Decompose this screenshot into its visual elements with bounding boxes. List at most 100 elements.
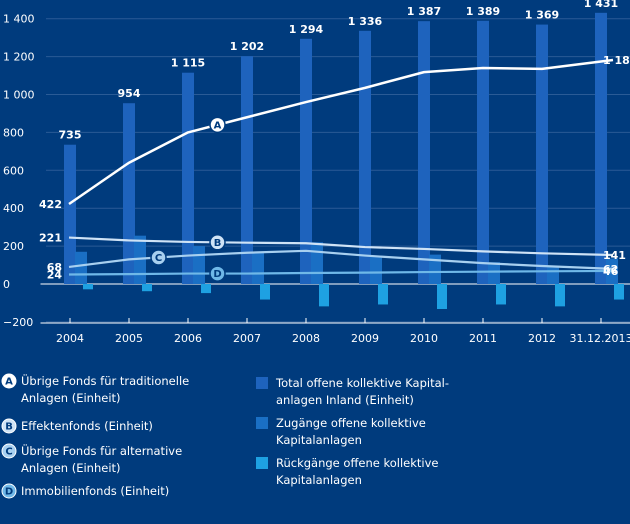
legend-label: Zugänge offene kollektive Kapitalanlagen [276,416,426,447]
line-layer: A B C D [68,58,614,282]
series-line-d [68,269,614,276]
bar-total-label: 1 336 [348,15,383,28]
x-tick-label: 2007 [233,332,261,345]
x-tick-label: 2004 [56,332,84,345]
bar-rueckgaenge [614,284,624,300]
bar-total-label: 1 202 [230,40,264,53]
legend-marker-letter: C [5,447,12,458]
bar-zugaenge [547,265,559,284]
bar-rueckgaenge [142,284,152,292]
y-tick-label: 1 400 [3,13,35,26]
legend-marker-letter: A [5,377,13,388]
bar-zugaenge [429,254,441,284]
series-end-label: 1 182 [603,54,630,67]
legend-label: Übrige Fonds für traditionelle Anlagen (E… [21,372,189,405]
legend-swatch [256,457,268,469]
bar-total-label: 1 369 [525,9,559,22]
series-line-a [68,58,614,206]
series-end-label: 46 [603,265,619,278]
y-tick-label: 600 [3,164,24,177]
bar-total-label: 735 [59,129,82,142]
x-tick-label: 2012 [528,332,556,345]
bar-rueckgaenge [83,284,93,290]
bar-layer [64,12,624,310]
bar-zugaenge [311,242,323,284]
legend-layer: A Übrige Fonds für traditionelle Anlagen (… [1,372,449,499]
bar-total [241,56,253,284]
bar-total-label: 1 294 [289,23,324,36]
y-tick-label: −200 [3,316,33,329]
series-line-b [68,236,614,257]
bar-rueckgaenge [378,284,388,305]
series-end-label: 62 [603,263,618,276]
series-start-label: 422 [39,198,62,211]
series-start-label: 221 [39,232,62,245]
bar-total-label: 1 387 [407,5,441,18]
bar-rueckgaenge [437,284,447,310]
y-tick-label: 800 [3,126,24,139]
bar-total [418,21,430,284]
y-tick-label: 400 [3,202,24,215]
legend-marker-letter: B [5,422,13,433]
bar-total [64,144,76,284]
bar-total [300,38,312,284]
y-tick-label: 1 000 [3,89,35,102]
legend-marker-a [1,373,17,389]
series-marker-letter: C [155,253,162,264]
bar-rueckgaenge [555,284,565,307]
series-marker-a [209,116,226,134]
x-tick-label: 31.12.2013 [570,332,630,345]
bar-total-label: 1 431 [584,0,618,10]
x-tick-label: 2009 [351,332,379,345]
label-layer: 735 954 1 115 1 202 1 294 1 336 1 387 1 389 1 36… [39,0,630,282]
series-marker-letter: D [213,269,221,280]
bar-rueckgaenge [201,284,211,294]
series-start-label: 68 [47,261,62,274]
bar-rueckgaenge [260,284,270,300]
legend-swatch [256,377,268,389]
x-tick-label: 2011 [469,332,497,345]
series-marker-d [209,265,226,282]
y-tick-label: 200 [3,240,24,253]
bar-total [477,20,489,285]
series-start-label: 24 [47,269,63,282]
bar-zugaenge [370,255,382,284]
bar-zugaenge [75,251,87,284]
legend-marker-d [1,483,17,499]
y-tick-label: 0 [3,278,10,291]
bar-zugaenge [134,235,146,284]
bar-total-label: 954 [118,87,141,100]
x-tick-label: 2008 [292,332,320,345]
bar-total [123,103,135,284]
bar-zugaenge [252,251,264,284]
series-marker-letter: A [214,120,222,131]
bar-rueckgaenge [496,284,506,305]
bar-total-label: 1 389 [466,5,500,18]
bar-total [536,24,548,285]
series-marker-c [150,249,167,266]
legend-marker-c [1,443,17,459]
bar-total [182,72,194,285]
bar-total [359,30,371,284]
bar-zugaenge [488,262,500,284]
bar-rueckgaenge [319,284,329,307]
legend-label: Effektenfonds (Einheit) [21,419,153,433]
bar-zugaenge [193,246,205,284]
y-tick-label: 1 200 [3,51,35,64]
series-marker-b [209,234,226,251]
legend-marker-b [1,418,17,434]
legend-label: Rückgänge offene kollektive Kapitalanlage… [276,456,438,487]
legend-swatch [256,417,268,429]
legend-label: Übrige Fonds für alternative Anlagen (Ein… [21,442,182,475]
bar-total [595,12,607,284]
legend-marker-letter: D [5,487,13,498]
series-end-label: 141 [603,249,626,262]
grid-layer: −200 0 200 400 600 800 1 000 1 200 1 400 2004 2005… [3,13,630,345]
series-marker-letter: B [214,238,222,249]
x-tick-label: 2006 [174,332,202,345]
x-tick-label: 2005 [115,332,143,345]
bar-total-label: 1 115 [171,57,205,70]
legend-label: Immobilienfonds (Einheit) [21,484,169,498]
